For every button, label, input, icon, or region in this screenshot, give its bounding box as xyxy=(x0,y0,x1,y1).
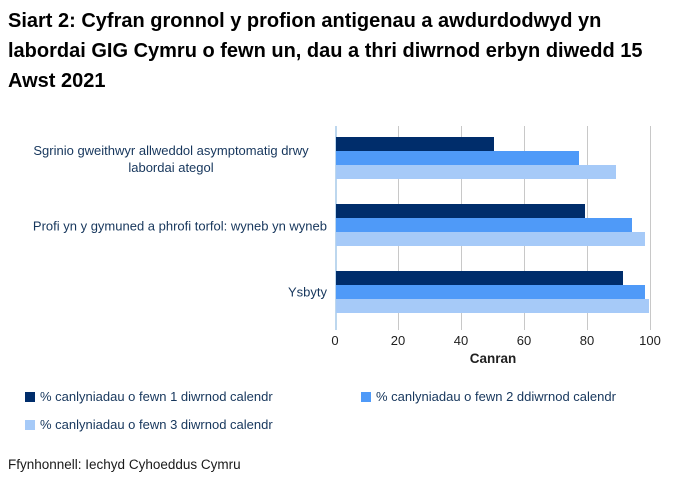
bar-category3-series3 xyxy=(336,299,650,313)
bar-category3-series2 xyxy=(336,285,645,299)
x-tick-label-20: 20 xyxy=(390,333,406,348)
category-label-ysbyty: Ysbyty xyxy=(287,284,327,300)
gridline-100 xyxy=(650,126,651,330)
bar-category1-series3 xyxy=(336,165,617,179)
legend-marker-series1 xyxy=(25,391,35,402)
legend-marker-series3 xyxy=(25,419,35,430)
bar-category1-series1 xyxy=(336,137,494,151)
x-tick-label-0: 0 xyxy=(331,333,339,348)
category-label-sgrinio: Sgrinio gweithwyr allweddol asymptomatig… xyxy=(33,143,309,175)
legend-label-series1: % canlyniadau o fewn 1 diwrnod calendr xyxy=(40,389,273,404)
x-axis-title: Canran xyxy=(469,351,517,366)
legend-marker-series2 xyxy=(361,391,371,402)
category-label-profi: Profi yn y gymuned a phrofi torfol: wyne… xyxy=(32,218,327,234)
legend-item-3-diwrnod: % canlyniadau o fewn 3 diwrnod calendr xyxy=(25,417,273,432)
legend-item-1-diwrnod: % canlyniadau o fewn 1 diwrnod calendr xyxy=(25,389,273,404)
x-tick-label-100: 100 xyxy=(639,333,661,348)
bar-category2-series2 xyxy=(336,218,633,232)
bar-category2-series3 xyxy=(336,232,645,246)
bar-category3-series1 xyxy=(336,271,623,285)
source-note: Ffynhonnell: Iechyd Cyhoeddus Cymru xyxy=(8,457,241,472)
bar-category1-series2 xyxy=(336,151,579,165)
bar-category2-series1 xyxy=(336,204,585,218)
plot-area xyxy=(335,126,651,330)
x-tick-label-40: 40 xyxy=(453,333,469,348)
x-tick-label-60: 60 xyxy=(516,333,532,348)
legend-item-2-ddiwrnod: % canlyniadau o fewn 2 ddiwrnod calendr xyxy=(361,389,616,404)
legend-label-series2: % canlyniadau o fewn 2 ddiwrnod calendr xyxy=(376,389,616,404)
legend-label-series3: % canlyniadau o fewn 3 diwrnod calendr xyxy=(40,417,273,432)
chart-title: Siart 2: Cyfran gronnol y profion antige… xyxy=(8,10,643,92)
x-tick-label-80: 80 xyxy=(579,333,595,348)
